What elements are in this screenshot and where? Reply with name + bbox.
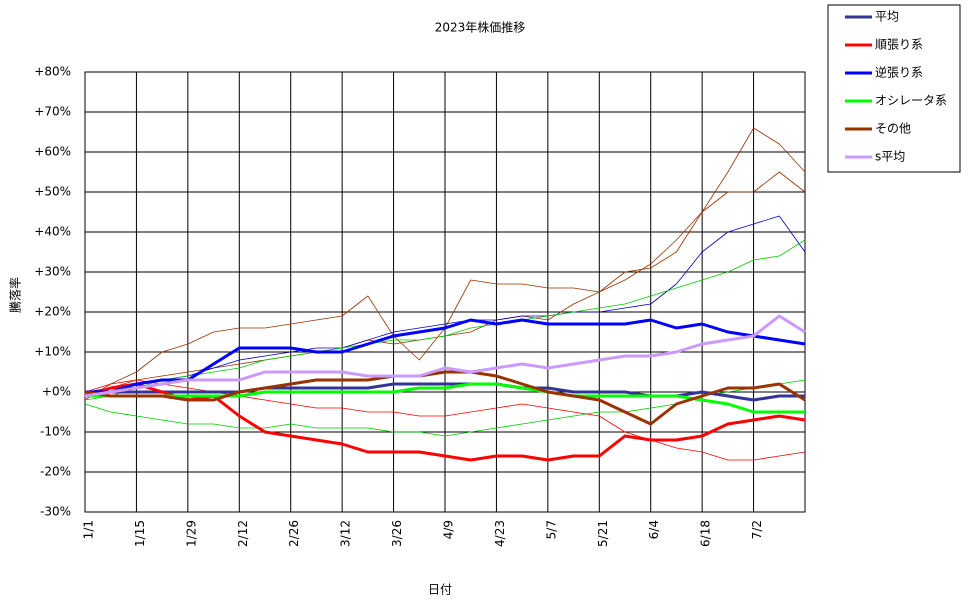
legend-label: s平均	[875, 150, 905, 164]
legend-label: その他	[875, 122, 911, 136]
y-tick-label: +10%	[34, 345, 71, 359]
legend-label: 平均	[875, 10, 899, 24]
legend-box	[827, 4, 961, 173]
series-line	[85, 382, 805, 414]
y-tick-label: +0%	[42, 385, 71, 399]
x-tick-label: 1/15	[133, 520, 147, 547]
x-tick-label: 7/2	[750, 520, 764, 539]
series-line	[84, 370, 806, 426]
x-tick-label: 3/26	[390, 520, 404, 547]
x-tick-label: 2/12	[236, 520, 250, 547]
x-tick-label: 4/23	[493, 520, 507, 547]
y-tick-label: +60%	[34, 145, 71, 159]
x-tick-label: 6/18	[699, 520, 713, 547]
x-tick-label: 5/21	[596, 520, 610, 547]
y-tick-label: +80%	[34, 65, 71, 79]
y-tick-label: -20%	[40, 465, 71, 479]
y-tick-label: -10%	[40, 425, 71, 439]
x-tick-label: 3/12	[339, 520, 353, 547]
chart-title: 2023年株価推移	[435, 20, 526, 35]
x-tick-label: 1/29	[184, 520, 198, 547]
legend-label: オシレータ系	[875, 94, 947, 108]
series-line	[85, 318, 806, 394]
y-tick-label: +30%	[34, 265, 71, 279]
series-line	[85, 382, 805, 402]
x-tick-label: 2/26	[287, 520, 301, 547]
x-axis-label: 日付	[428, 583, 452, 597]
x-tick-label: 1/1	[82, 520, 96, 539]
legend-label: 順張り系	[875, 38, 923, 52]
x-tick-label: 4/9	[442, 520, 456, 539]
y-tick-label: +70%	[34, 105, 71, 119]
y-axis-label: 騰落率	[8, 277, 23, 313]
legend-label: 逆張り系	[875, 65, 923, 80]
x-tick-label: 6/4	[647, 520, 661, 539]
y-tick-label: +50%	[34, 185, 71, 199]
x-tick-label: 5/7	[544, 520, 558, 539]
y-tick-label: +20%	[34, 305, 71, 319]
member-line	[84, 239, 806, 401]
series-line	[84, 314, 806, 398]
y-tick-label: +40%	[34, 225, 71, 239]
y-tick-label: -30%	[40, 505, 71, 519]
